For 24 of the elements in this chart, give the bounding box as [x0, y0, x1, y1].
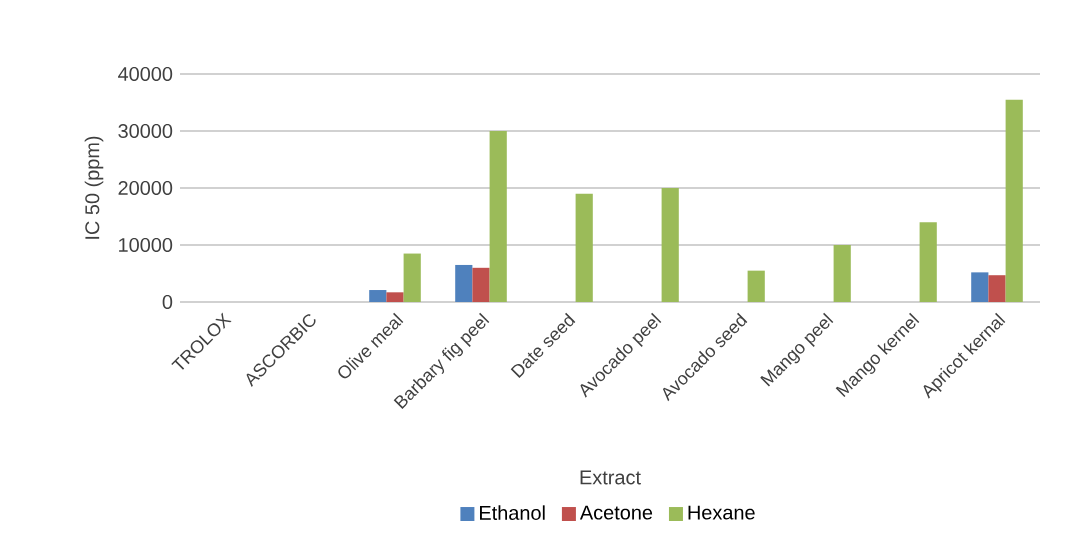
legend-label: Acetone [579, 505, 653, 520]
bar [971, 272, 989, 302]
y-tick-label: 0 [162, 294, 173, 310]
bar [403, 253, 421, 302]
y-tick-label: 40000 [118, 66, 173, 82]
legend-label: Hexane [688, 505, 755, 520]
bar [575, 193, 593, 302]
x-axis-title: Extract [580, 470, 641, 485]
bar [489, 131, 507, 302]
y-tick-label: 10000 [119, 237, 173, 253]
bar [661, 188, 679, 302]
bar [455, 264, 473, 302]
bar [1005, 99, 1023, 302]
bar [472, 267, 490, 302]
y-tick-label: 30000 [118, 123, 173, 139]
y-tick-label: 20000 [118, 180, 173, 196]
bar [833, 245, 851, 302]
bar [919, 222, 937, 302]
bar [988, 275, 1006, 302]
bar [369, 290, 387, 302]
bar [747, 270, 765, 302]
bar [386, 292, 404, 302]
y-axis-title: IC 50 (ppm) [84, 136, 104, 239]
legend-label: Ethanol [480, 505, 545, 520]
